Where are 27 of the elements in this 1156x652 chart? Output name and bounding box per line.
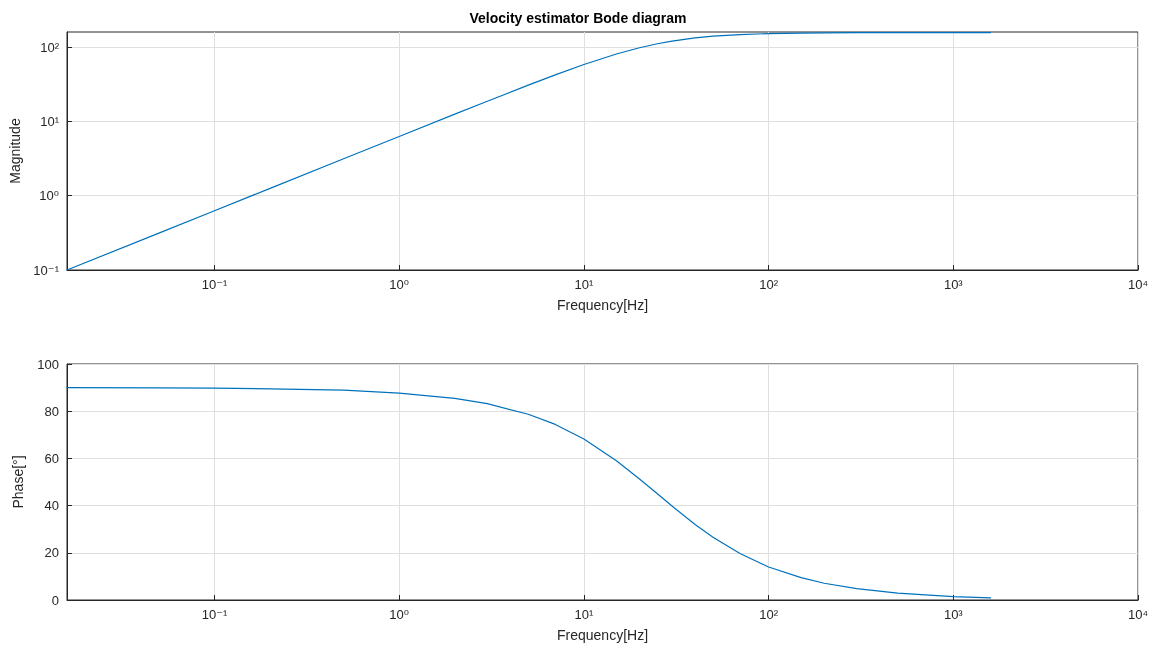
y-tick-label: 10²: [40, 39, 60, 55]
x-tick-label: 10³: [943, 607, 964, 622]
y-tick-label: 10⁰: [39, 188, 59, 204]
y-axis-title: Phase[°]: [10, 455, 26, 509]
x-tick-label: 10¹: [574, 277, 594, 292]
x-axis-title: Frequency[Hz]: [556, 297, 649, 313]
x-tick-label: 10³: [943, 277, 964, 292]
x-axis-title: Frequency[Hz]: [556, 627, 649, 643]
x-tick-label: 10⁰: [389, 277, 410, 292]
y-tick-label: 60: [44, 450, 59, 466]
y-tick-label: 10¹: [40, 113, 60, 129]
x-tick-label: 10⁻¹: [201, 277, 228, 292]
x-tick-label: 10²: [759, 607, 779, 622]
x-tick-label: 10⁻¹: [201, 607, 228, 622]
y-tick-label: 80: [44, 403, 59, 419]
x-tick-label: 10⁴: [1127, 277, 1149, 292]
y-tick-label: 40: [44, 498, 59, 514]
y-tick-label: 100: [37, 356, 59, 372]
chart-title: Velocity estimator Bode diagram: [469, 10, 687, 26]
y-tick-label: 0: [51, 592, 59, 608]
x-tick-label: 10⁰: [389, 607, 410, 622]
x-tick-label: 10⁴: [1127, 607, 1149, 622]
y-tick-label: 10⁻¹: [33, 262, 60, 278]
y-axis-title: Magnitude: [7, 118, 24, 184]
x-tick-label: 10²: [759, 277, 779, 292]
y-tick-label: 20: [44, 545, 59, 561]
x-tick-label: 10¹: [574, 607, 594, 622]
